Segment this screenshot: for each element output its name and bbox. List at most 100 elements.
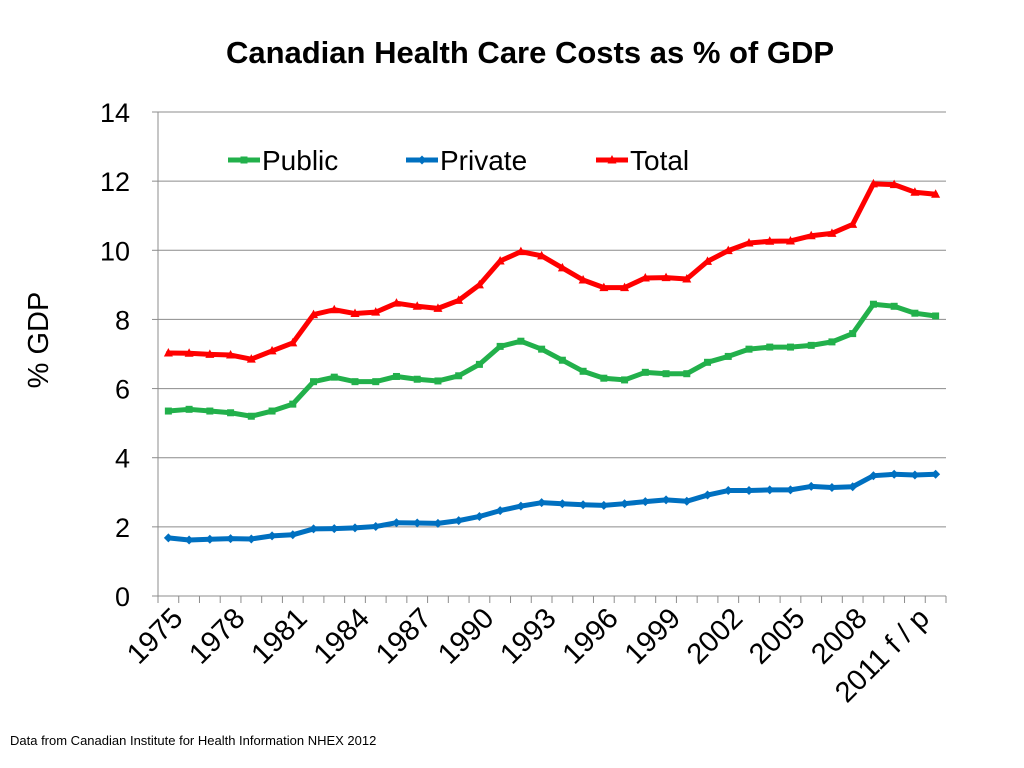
data-point-public [434,377,442,385]
data-point-total [703,256,713,265]
series-line-total [165,181,939,362]
series-total [163,178,941,363]
legend-label-public: Public [262,145,338,176]
y-tick-label-12: 12 [100,167,130,197]
data-point-public [766,343,774,351]
data-point-total [682,273,692,283]
data-point-total [620,282,630,292]
x-tick-label-1984: 1984 [308,602,376,670]
data-point-total [765,236,775,245]
data-point-public [579,367,587,375]
data-point-total [350,308,360,318]
data-point-total [931,189,941,198]
data-point-public [745,345,753,353]
data-point-private [433,518,443,528]
x-tick-label-2005: 2005 [743,602,811,670]
data-point-total [557,262,567,272]
data-point-total [205,349,215,358]
data-point-private [205,534,215,544]
data-point-private [785,485,795,495]
source-note: Data from Canadian Institute for Health … [10,733,377,748]
series-private [163,469,941,545]
data-point-public [268,407,276,415]
data-point-total [640,272,650,282]
data-point-total [226,350,236,359]
data-point-public [704,358,712,366]
data-point-public [227,409,235,417]
data-point-total [412,301,422,310]
data-point-private [703,490,713,500]
y-tick-label-8: 8 [115,305,130,335]
data-point-public [392,372,400,380]
legend-marker-total [607,155,617,164]
data-point-public [724,352,732,360]
series-public [164,300,940,420]
data-point-total [827,228,837,237]
data-point-public [683,370,691,378]
data-point-total [661,272,671,282]
data-point-private [454,516,464,526]
data-point-public [164,407,172,415]
data-point-private [350,523,360,533]
data-point-private [495,506,505,516]
data-point-public [372,378,380,386]
data-point-private [661,495,671,505]
x-tick-label-1975: 1975 [121,602,189,670]
data-point-private [163,533,173,543]
data-point-public [413,375,421,383]
series-layer [163,178,941,545]
data-point-public [517,337,525,345]
legend-label-private: Private [440,145,527,176]
data-point-public [662,370,670,378]
x-tick-label-2002: 2002 [681,602,749,670]
series-line-public [165,301,939,419]
data-point-private [329,524,339,534]
data-point-public [475,360,483,368]
data-point-public [600,374,608,382]
data-point-total [329,304,339,314]
data-point-total [433,303,443,312]
data-point-total [910,187,920,196]
data-point-total [246,354,256,363]
data-point-public [496,342,504,350]
data-point-public [849,330,857,338]
data-point-total [391,298,401,307]
data-point-total [267,345,277,355]
y-tick-label-10: 10 [100,236,130,266]
data-point-private [640,497,650,507]
x-tick-labels: 1975197819811984198719901993199619992002… [121,602,936,709]
data-point-private [723,486,733,496]
data-point-private [889,469,899,479]
data-point-private [309,524,319,534]
data-point-public [289,400,297,408]
y-tick-label-0: 0 [115,582,130,612]
data-point-total [454,295,464,304]
data-point-public [890,302,898,310]
data-point-private [806,481,816,491]
data-point-private [226,534,236,544]
data-point-public [247,412,255,420]
data-point-public [911,309,919,317]
data-point-total [889,179,899,189]
legend-label-total: Total [630,145,689,176]
legend: Public Private Total [228,145,689,176]
data-point-private [744,486,754,496]
data-point-public [206,407,214,415]
chart-title: Canadian Health Care Costs as % of GDP [226,35,834,70]
data-point-public [828,338,836,346]
data-point-public [185,405,193,413]
data-point-private [682,496,692,506]
data-point-private [516,501,526,511]
data-point-public [869,300,877,308]
data-point-public [538,345,546,353]
data-point-public [558,356,566,364]
x-tick-label-1993: 1993 [494,602,562,670]
data-point-private [391,518,401,528]
y-axis-label: % GDP [23,292,55,389]
data-point-private [246,534,256,544]
data-point-total [744,238,754,247]
data-point-total [578,275,588,284]
data-point-public [641,368,649,376]
data-point-private [765,485,775,495]
